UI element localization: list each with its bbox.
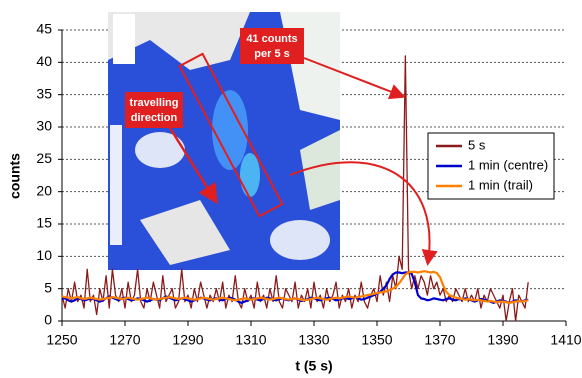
annotation: per 5 s <box>254 48 289 60</box>
x-tick-label: 1410 <box>550 332 581 348</box>
x-tick-label: 1370 <box>424 332 455 348</box>
legend-label: 5 s <box>468 137 486 152</box>
y-tick-label: 30 <box>36 118 52 134</box>
y-tick-label: 25 <box>36 150 52 166</box>
map-menu[interactable] <box>113 14 135 64</box>
map-scale <box>110 125 122 245</box>
y-tick-label: 10 <box>36 247 52 263</box>
y-tick-label: 35 <box>36 85 52 101</box>
y-tick-label: 5 <box>44 279 52 295</box>
x-tick-label: 1290 <box>172 332 203 348</box>
x-axis-label: t (5 s) <box>295 358 332 374</box>
y-tick-label: 0 <box>44 312 52 328</box>
map-hotspot <box>240 153 260 197</box>
annotation: direction <box>131 112 178 124</box>
y-tick-label: 15 <box>36 215 52 231</box>
annotation: 41 counts <box>246 33 297 45</box>
x-tick-label: 1330 <box>298 332 329 348</box>
legend-label: 1 min (centre) <box>468 157 548 172</box>
map-inset: travelling direction 41 counts per 5 s <box>108 12 340 270</box>
chart: 0 5 10 15 20 25 30 35 40 45 1250 1270 1290 1310 1330 13… <box>0 0 582 378</box>
y-axis-label: counts <box>7 153 23 199</box>
x-tick-label: 1310 <box>235 332 266 348</box>
y-tick-label: 40 <box>36 53 52 69</box>
map-area <box>270 220 330 260</box>
y-tick-label: 45 <box>36 21 52 37</box>
annotation: travelling <box>130 97 179 109</box>
x-tick-label: 1350 <box>361 332 392 348</box>
map-area <box>135 132 185 168</box>
x-tick-label: 1390 <box>487 332 518 348</box>
x-tick-label: 1270 <box>109 332 140 348</box>
y-tick-label: 20 <box>36 182 52 198</box>
legend: 5 s 1 min (centre) 1 min (trail) <box>428 133 554 199</box>
x-tick-label: 1250 <box>46 332 77 348</box>
legend-label: 1 min (trail) <box>468 177 533 192</box>
